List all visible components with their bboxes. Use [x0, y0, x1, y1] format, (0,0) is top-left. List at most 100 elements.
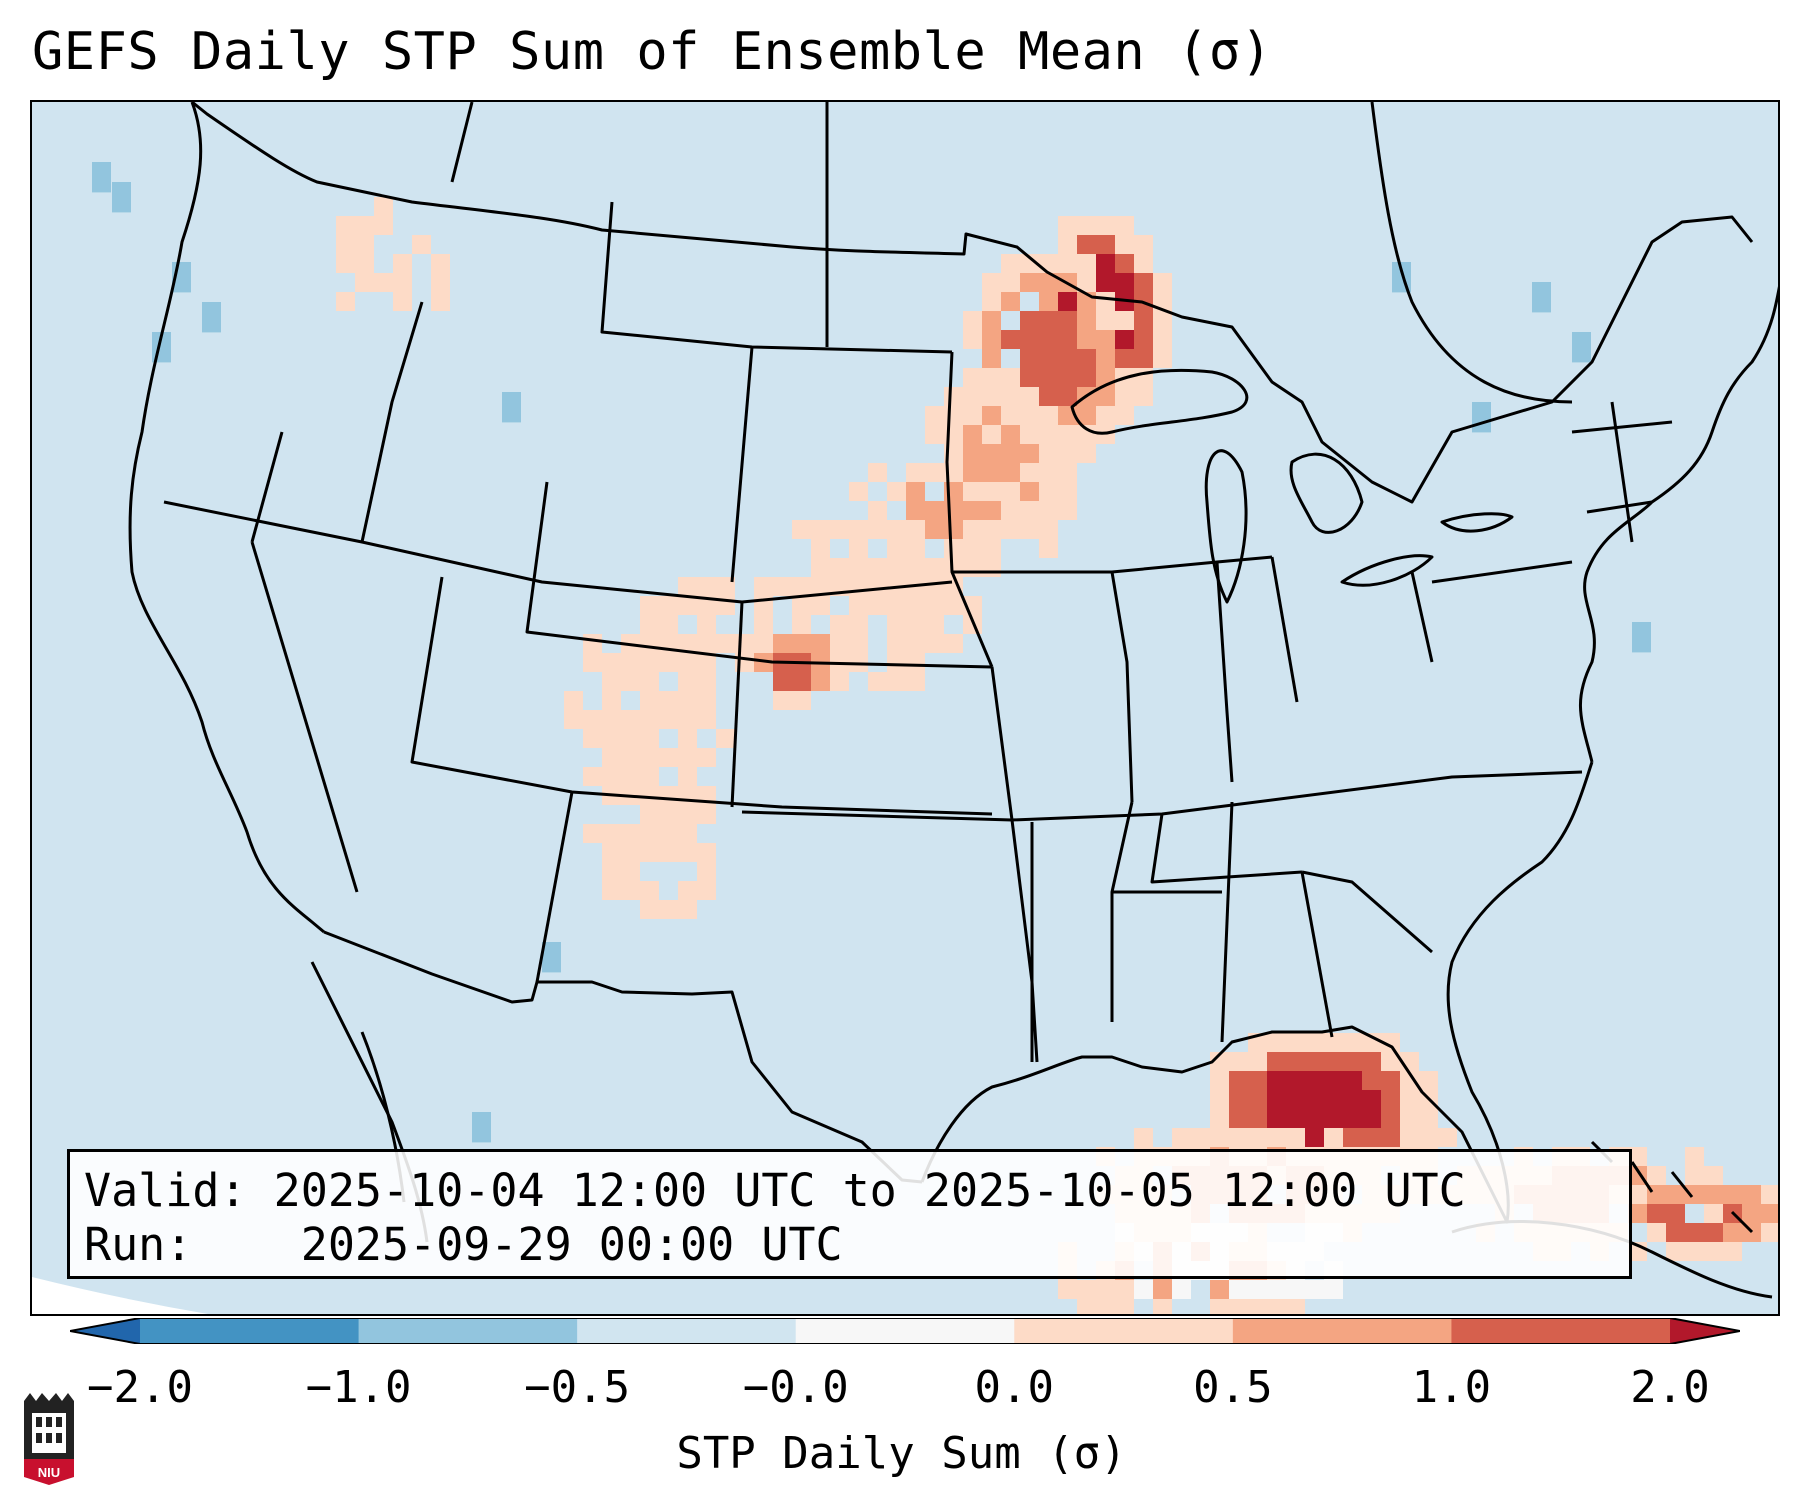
stp-cell	[906, 653, 925, 672]
stp-cell	[374, 273, 393, 292]
stp-cell	[1039, 501, 1058, 520]
colorbar-bin	[1451, 1318, 1671, 1344]
stp-cell	[1115, 216, 1134, 235]
stp-cell	[659, 691, 678, 710]
stp-cell	[678, 653, 697, 672]
stp-cell	[1305, 1109, 1324, 1128]
stp-cell	[811, 672, 830, 691]
stp-cell	[811, 520, 830, 539]
stp-cell	[1723, 1185, 1742, 1204]
stp-cell	[887, 520, 906, 539]
stp-cell	[659, 824, 678, 843]
stp-cell	[640, 615, 659, 634]
stp-cell	[1058, 254, 1077, 273]
stp-cell	[1077, 235, 1096, 254]
stp-cell	[925, 634, 944, 653]
stp-cell	[982, 273, 1001, 292]
stp-cell	[1039, 349, 1058, 368]
colorbar-label: STP Daily Sum (σ)	[676, 1428, 1127, 1479]
stp-cell	[868, 596, 887, 615]
stp-cell	[621, 729, 640, 748]
stp-cell	[659, 786, 678, 805]
chart-title: GEFS Daily STP Sum of Ensemble Mean (σ)	[32, 22, 1273, 82]
stp-cell	[906, 634, 925, 653]
stp-cell	[678, 577, 697, 596]
stp-cell	[925, 596, 944, 615]
stp-cell	[621, 843, 640, 862]
stp-cell	[697, 843, 716, 862]
stp-cell	[602, 691, 621, 710]
stp-cell	[1286, 1033, 1305, 1052]
stp-cell	[887, 539, 906, 558]
stp-cell	[1666, 1242, 1685, 1261]
stp-cell	[1628, 1204, 1647, 1223]
stp-cell	[1267, 1033, 1286, 1052]
stp-cell	[982, 482, 1001, 501]
stp-cell	[1343, 1071, 1362, 1090]
stp-cell	[868, 577, 887, 596]
stp-cell	[678, 710, 697, 729]
stp-cell	[1419, 1128, 1438, 1147]
stp-cell	[602, 710, 621, 729]
stp-cell	[659, 843, 678, 862]
stp-cell	[1020, 368, 1039, 387]
stp-cell	[1096, 1299, 1115, 1314]
valid-label: Valid:	[84, 1164, 247, 1217]
stp-cell	[887, 482, 906, 501]
stp-cell	[1001, 254, 1020, 273]
stp-cell	[1039, 444, 1058, 463]
stp-cell	[1020, 425, 1039, 444]
stp-cell	[1742, 1204, 1761, 1223]
stp-cell	[697, 881, 716, 900]
stp-cell	[887, 596, 906, 615]
stp-cell	[1419, 1071, 1438, 1090]
stp-cell	[1134, 349, 1153, 368]
stp-cell	[1039, 330, 1058, 349]
stp-cell	[678, 843, 697, 862]
stp-cell	[640, 748, 659, 767]
stp-cell	[1020, 330, 1039, 349]
niu-logo: NIU	[24, 1393, 74, 1485]
stp-cell	[982, 444, 1001, 463]
stp-cell	[678, 767, 697, 786]
stp-cell	[1267, 1299, 1286, 1314]
stp-cell	[697, 615, 716, 634]
stp-cell	[355, 273, 374, 292]
stp-cell	[1077, 349, 1096, 368]
stp-cell	[1267, 1128, 1286, 1147]
stp-cell	[640, 672, 659, 691]
stp-cell	[697, 805, 716, 824]
stp-cell	[868, 672, 887, 691]
stp-cell	[697, 596, 716, 615]
stp-cell	[1134, 235, 1153, 254]
stp-cell	[792, 672, 811, 691]
stp-cell	[697, 634, 716, 653]
stp-cell	[1077, 254, 1096, 273]
stp-cell	[678, 881, 697, 900]
stp-cell	[1472, 402, 1491, 433]
stp-cell	[1077, 406, 1096, 425]
stp-cell	[1632, 622, 1651, 653]
stp-cell	[925, 501, 944, 520]
stp-cell	[1020, 520, 1039, 539]
stp-cell	[1704, 1204, 1723, 1223]
stp-cell	[1134, 1128, 1153, 1147]
stp-cell	[1039, 254, 1058, 273]
stp-cell	[830, 634, 849, 653]
lake-superior	[1070, 368, 1249, 435]
stp-cell	[1153, 292, 1172, 311]
stp-cell	[1685, 1185, 1704, 1204]
stp-cell	[1134, 330, 1153, 349]
stp-cell	[1001, 368, 1020, 387]
stp-cell	[1381, 1128, 1400, 1147]
stp-cell	[1115, 406, 1134, 425]
stp-cell	[887, 615, 906, 634]
stp-cell	[1761, 1223, 1778, 1242]
stp-cell	[1020, 463, 1039, 482]
stp-cell	[906, 558, 925, 577]
stp-cell	[1229, 1128, 1248, 1147]
stp-cell	[887, 634, 906, 653]
stp-cell	[640, 691, 659, 710]
stp-cell	[1381, 1090, 1400, 1109]
stp-cell	[982, 558, 1001, 577]
